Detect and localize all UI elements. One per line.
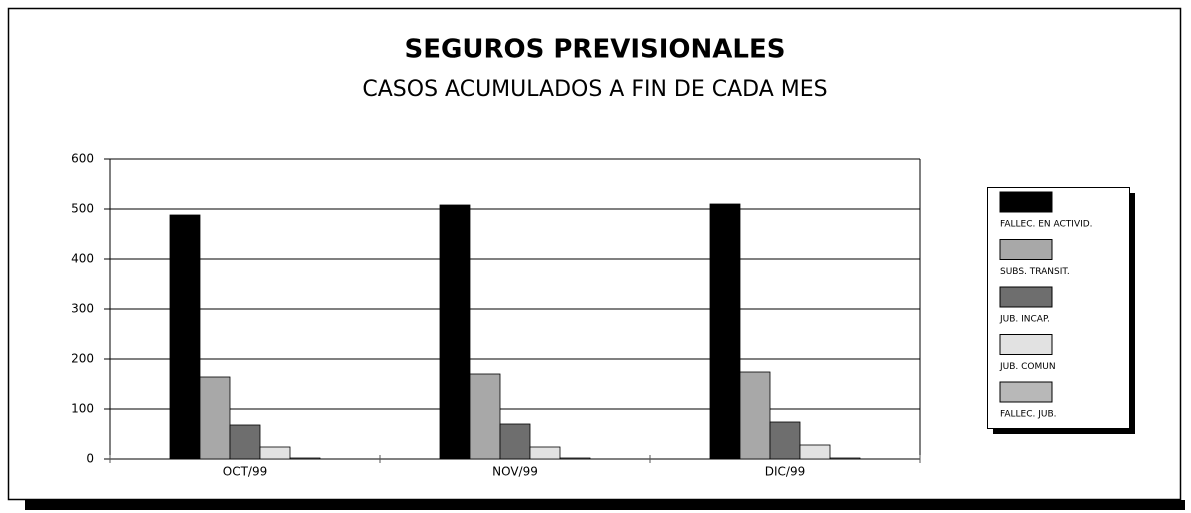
legend-label: SUBS. TRANSIT. — [1000, 267, 1070, 277]
bar — [169, 214, 201, 460]
bar — [559, 457, 591, 460]
bar — [499, 423, 531, 460]
legend-swatch — [999, 286, 1053, 308]
y-tick-label: 500 — [71, 202, 94, 216]
legend-label: JUB. COMUN — [999, 362, 1056, 372]
y-tick-label: 0 — [86, 452, 94, 466]
y-tick-label: 600 — [71, 152, 94, 166]
bar — [799, 444, 831, 460]
legend-swatch — [999, 239, 1053, 260]
x-tick-label: DIC/99 — [765, 465, 805, 479]
legend-label: JUB. INCAP. — [999, 315, 1050, 325]
bar — [289, 457, 321, 460]
legend-swatch — [999, 191, 1053, 213]
y-tick-label: 400 — [71, 252, 94, 266]
y-tick-label: 100 — [71, 402, 94, 416]
legend-swatch — [999, 381, 1053, 403]
bar — [829, 457, 861, 460]
bar — [439, 204, 471, 460]
frame-shadow — [25, 500, 1185, 510]
bar — [709, 203, 741, 460]
legend-label: FALLEC. JUB. — [1000, 410, 1057, 420]
bar — [529, 446, 561, 460]
chart-subtitle: CASOS ACUMULADOS A FIN DE CADA MES — [362, 77, 827, 102]
y-tick-label: 300 — [71, 302, 94, 316]
y-tick-label: 200 — [71, 352, 94, 366]
x-tick-label: OCT/99 — [223, 465, 267, 479]
x-tick-label: NOV/99 — [492, 465, 538, 479]
legend-label: FALLEC. EN ACTIVID. — [1000, 220, 1093, 230]
bar — [769, 421, 801, 460]
bar — [469, 373, 501, 460]
chart-title: SEGUROS PREVISIONALES — [405, 35, 786, 65]
bar — [259, 446, 291, 460]
bar — [199, 376, 231, 460]
bar — [739, 371, 771, 460]
legend-swatch — [999, 334, 1053, 355]
bar — [229, 424, 261, 460]
